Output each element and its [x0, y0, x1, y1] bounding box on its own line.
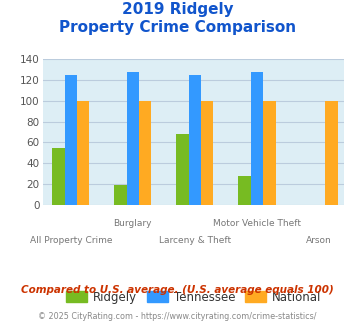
Bar: [139, 101, 152, 205]
Bar: [114, 185, 127, 205]
Text: © 2025 CityRating.com - https://www.cityrating.com/crime-statistics/: © 2025 CityRating.com - https://www.city…: [38, 312, 317, 321]
Bar: [263, 101, 275, 205]
Bar: [65, 75, 77, 205]
Bar: [127, 72, 139, 205]
Text: All Property Crime: All Property Crime: [29, 236, 112, 245]
Bar: [201, 101, 213, 205]
Legend: Ridgely, Tennessee, National: Ridgely, Tennessee, National: [61, 286, 326, 309]
Text: Arson: Arson: [306, 236, 332, 245]
Bar: [238, 176, 251, 205]
Bar: [176, 134, 189, 205]
Bar: [189, 75, 201, 205]
Bar: [52, 148, 65, 205]
Text: Compared to U.S. average. (U.S. average equals 100): Compared to U.S. average. (U.S. average …: [21, 285, 334, 295]
Bar: [325, 101, 338, 205]
Bar: [251, 72, 263, 205]
Text: 2019 Ridgely: 2019 Ridgely: [122, 2, 233, 16]
Text: Burglary: Burglary: [114, 219, 152, 228]
Text: Motor Vehicle Theft: Motor Vehicle Theft: [213, 219, 301, 228]
Bar: [77, 101, 89, 205]
Text: Larceny & Theft: Larceny & Theft: [159, 236, 231, 245]
Text: Property Crime Comparison: Property Crime Comparison: [59, 20, 296, 35]
